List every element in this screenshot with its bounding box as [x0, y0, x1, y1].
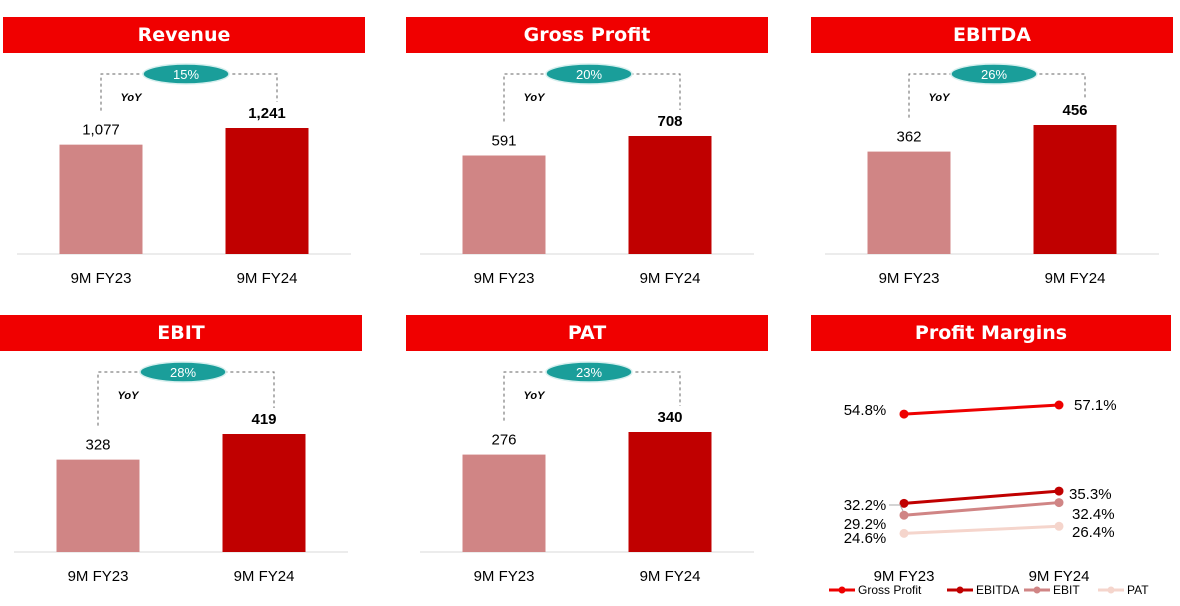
data-label: 32.2% — [844, 497, 887, 514]
bar-prev — [867, 151, 951, 254]
gross-profit-series-line — [903, 403, 1060, 416]
tick-label: 9M FY24 — [640, 568, 701, 585]
ebit-point — [1054, 498, 1064, 508]
data-label: 419 — [251, 411, 276, 428]
gross-profit-point — [1054, 400, 1064, 410]
yoy-value: 26% — [981, 67, 1007, 82]
data-label: 456 — [1062, 102, 1087, 119]
panel-title: EBITDA — [811, 17, 1173, 53]
yoy-value: 28% — [170, 365, 196, 380]
panel-title: EBIT — [0, 315, 362, 351]
data-label: 1,241 — [248, 105, 286, 122]
label-leader — [889, 504, 904, 512]
bar-prev — [56, 459, 140, 552]
bar-prev — [462, 155, 546, 254]
ebit-point — [899, 510, 909, 520]
tick-label: 9M FY24 — [1029, 568, 1090, 585]
pat-point — [899, 528, 909, 538]
data-label: 32.4% — [1072, 506, 1115, 523]
panel-title: PAT — [406, 315, 768, 351]
ebitda-bar-chart: 362 9M FY23 456 9M FY24 26% YoY — [825, 63, 1159, 287]
ebitda-point — [899, 498, 909, 508]
yoy-badge — [142, 63, 230, 85]
pat-series-line — [903, 524, 1060, 535]
pat-point — [1054, 521, 1064, 531]
revenue-panel: Revenue 1,077 9M FY23 1,241 9M FY24 15% YoY — [3, 17, 365, 307]
tick-label: 9M FY23 — [874, 568, 935, 585]
tick-label: 9M FY23 — [71, 270, 132, 287]
ebitda-panel: EBITDA 362 9M FY23 456 9M FY24 26% YoY — [811, 17, 1173, 307]
gross-profit-panel: Gross Profit 591 9M FY23 708 9M FY24 20% YoY — [406, 17, 768, 307]
legend-marker-pat — [1107, 586, 1115, 594]
yoy-bracket — [503, 73, 681, 122]
gross-profit-bar-chart: 591 9M FY23 708 9M FY24 20% YoY — [420, 63, 754, 287]
legend-marker-ebit — [1033, 586, 1041, 594]
data-label: 340 — [657, 409, 682, 426]
bar-prev — [59, 144, 143, 254]
data-label: 1,077 — [82, 122, 120, 139]
yoy-label: YoY — [121, 92, 144, 104]
yoy-value: 15% — [173, 67, 199, 82]
yoy-badge — [139, 361, 227, 383]
data-label: 708 — [657, 113, 682, 130]
tick-label: 9M FY24 — [234, 568, 295, 585]
panel-title: Revenue — [3, 17, 365, 53]
profit-margins-line-chart: 54.8% 57.1% 32.2% 35.3% 29.2% 32.4% 24.6% 26.4%… — [829, 397, 1149, 597]
data-label: 35.3% — [1069, 486, 1112, 503]
bar-prev — [462, 454, 546, 552]
yoy-badge — [950, 63, 1038, 85]
panel-title: Profit Margins — [811, 315, 1171, 351]
profit-margins-panel: Profit Margins 54.8% 57.1% 32.2% 35.3% 29.2%… — [811, 315, 1171, 605]
yoy-badge — [545, 361, 633, 383]
legend-item-gross-profit: Gross Profit — [858, 583, 922, 597]
revenue-bar-chart: 1,077 9M FY23 1,241 9M FY24 15% YoY — [17, 63, 351, 287]
bar-curr — [628, 136, 712, 254]
data-label: 26.4% — [1072, 524, 1115, 541]
bar-curr — [1033, 125, 1117, 254]
pat-bar-chart: 276 9M FY23 340 9M FY24 23% YoY — [420, 361, 754, 585]
yoy-label: YoY — [524, 390, 547, 402]
yoy-bracket — [97, 371, 275, 426]
legend-marker-ebitda — [956, 586, 964, 594]
data-label: 591 — [491, 133, 516, 150]
data-label: 57.1% — [1074, 397, 1117, 414]
yoy-label: YoY — [118, 390, 141, 402]
tick-label: 9M FY23 — [474, 568, 535, 585]
tick-label: 9M FY23 — [879, 270, 940, 287]
panel-title: Gross Profit — [406, 17, 768, 53]
tick-label: 9M FY24 — [1045, 270, 1106, 287]
tick-label: 9M FY24 — [237, 270, 298, 287]
legend-item-pat: PAT — [1127, 583, 1149, 597]
legend-item-ebit: EBIT — [1053, 583, 1080, 597]
ebitda-series-line — [903, 489, 1060, 505]
legend-marker-gross-profit — [838, 586, 846, 594]
bar-curr — [628, 432, 712, 552]
data-label: 276 — [491, 432, 516, 449]
bar-curr — [225, 128, 309, 254]
data-label: 29.2% — [844, 516, 887, 533]
bar-curr — [222, 434, 306, 552]
tick-label: 9M FY24 — [640, 270, 701, 287]
yoy-bracket — [100, 73, 278, 111]
yoy-badge — [545, 63, 633, 85]
data-label: 24.6% — [844, 530, 887, 547]
ebit-panel: EBIT 328 9M FY23 419 9M FY24 28% YoY — [0, 315, 362, 605]
ebit-series-line — [903, 501, 1060, 517]
yoy-value: 23% — [576, 365, 602, 380]
data-label: 362 — [896, 129, 921, 146]
pat-panel: PAT 276 9M FY23 340 9M FY24 23% YoY — [406, 315, 768, 605]
yoy-label: YoY — [929, 92, 952, 104]
data-label: 54.8% — [844, 402, 887, 419]
gross-profit-point — [899, 409, 909, 419]
ebit-bar-chart: 328 9M FY23 419 9M FY24 28% YoY — [14, 361, 348, 585]
yoy-bracket — [503, 371, 681, 421]
legend-item-ebitda: EBITDA — [976, 583, 1019, 597]
tick-label: 9M FY23 — [474, 270, 535, 287]
yoy-value: 20% — [576, 67, 602, 82]
data-label: 328 — [85, 437, 110, 454]
yoy-label: YoY — [524, 92, 547, 104]
ebitda-point — [1054, 486, 1064, 496]
tick-label: 9M FY23 — [68, 568, 129, 585]
